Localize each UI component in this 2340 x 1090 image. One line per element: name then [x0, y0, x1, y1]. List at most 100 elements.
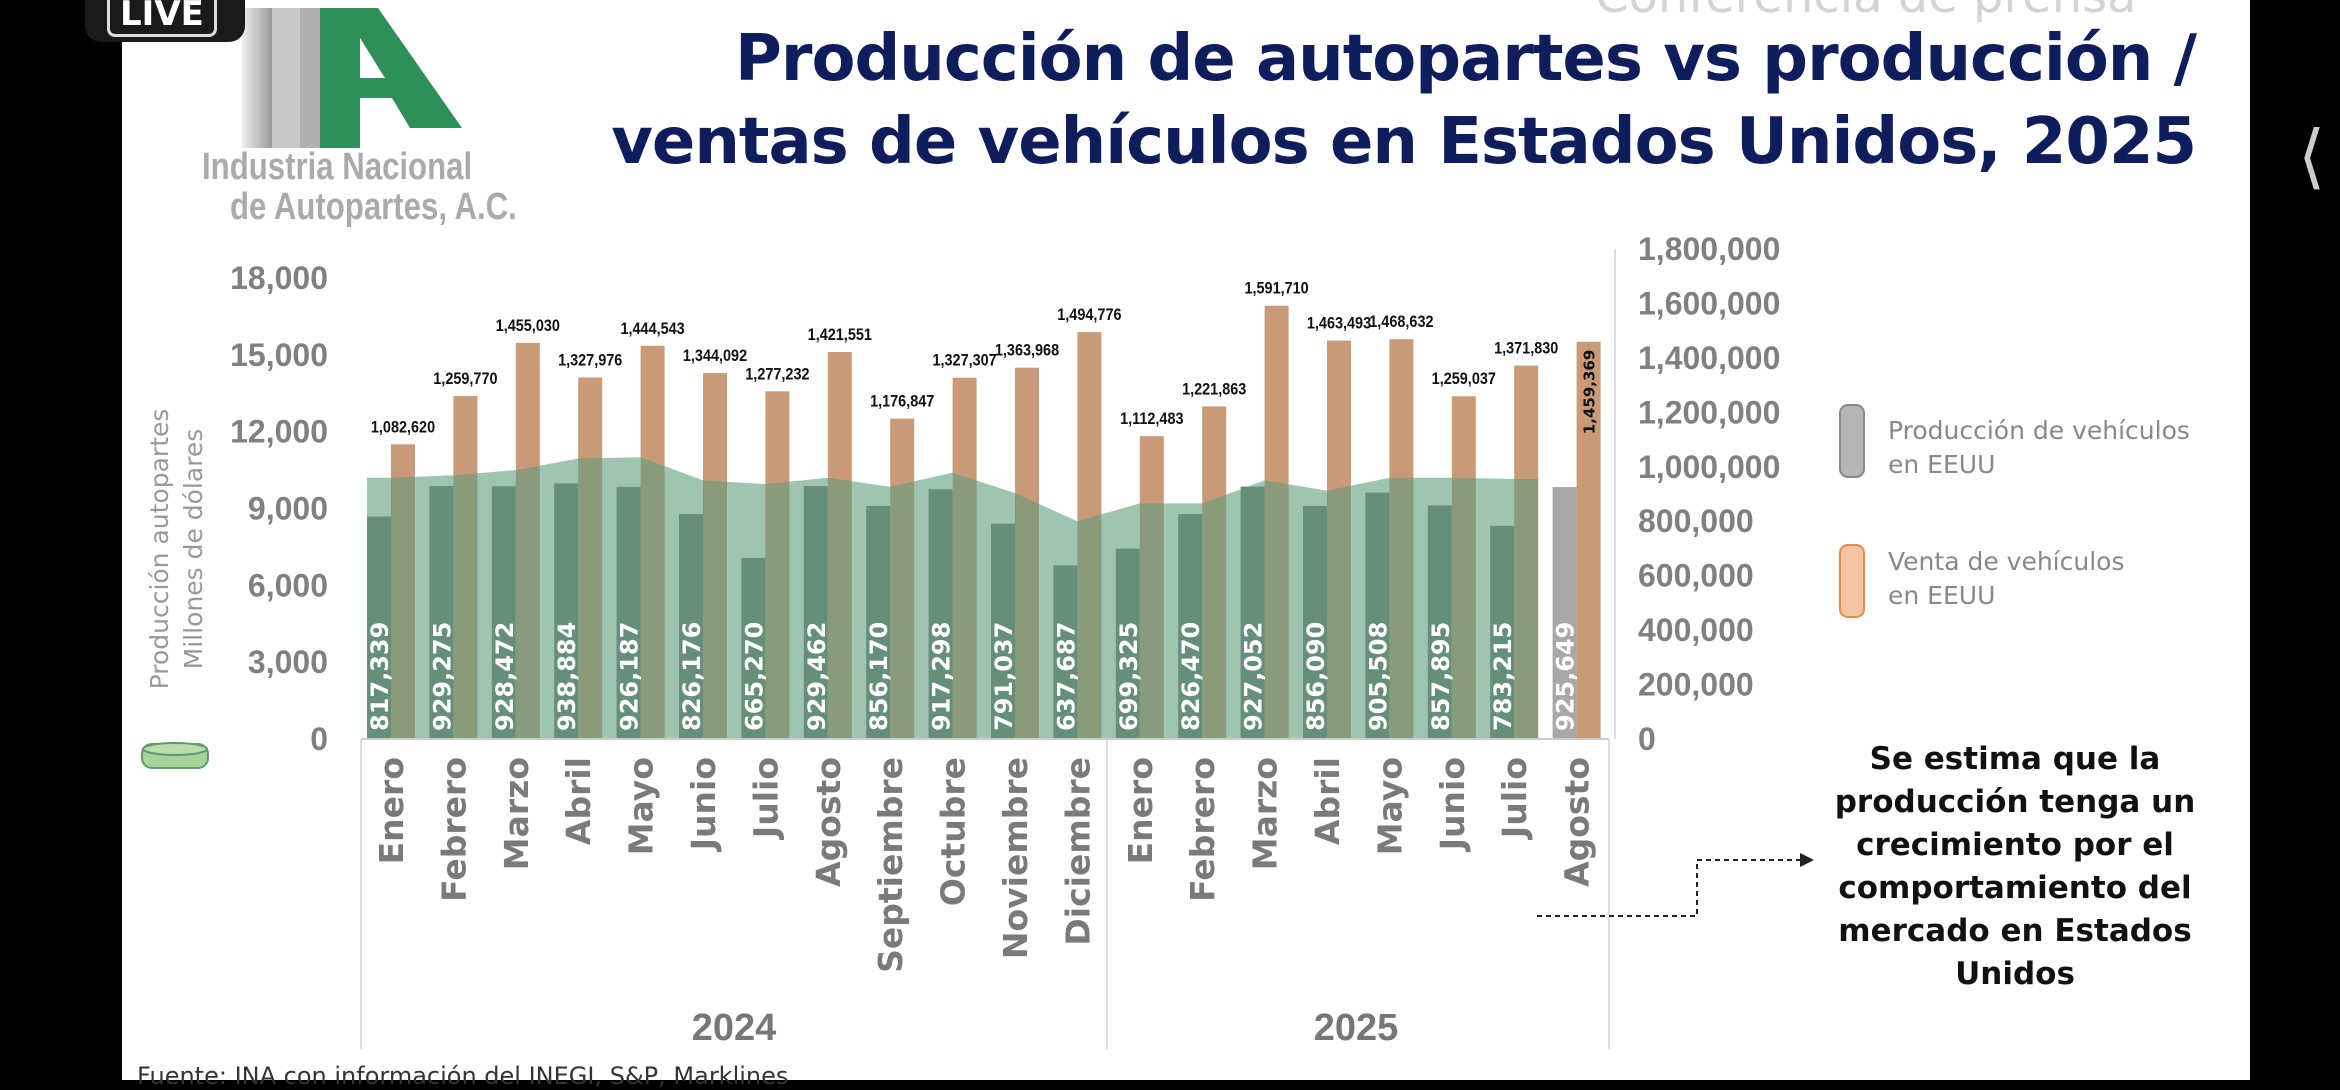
right-axis-tick: 0 — [1638, 721, 1656, 757]
production-bar-label: 857,895 — [1427, 622, 1455, 731]
logo-text-line1: Industria Nacional — [202, 146, 473, 188]
category-label: Noviembre — [996, 757, 1035, 959]
production-bar — [1552, 487, 1577, 739]
sales-bar-label: 1,327,976 — [558, 351, 622, 369]
production-bar-label: 665,270 — [740, 622, 768, 731]
sales-bar-label: 1,468,632 — [1369, 313, 1433, 331]
right-axis-tick: 1,400,000 — [1638, 340, 1780, 376]
production-bar-label: 929,462 — [803, 622, 831, 731]
category-label: Abril — [559, 757, 598, 845]
category-label: Junio — [1433, 757, 1472, 852]
sales-bar-label: 1,463,493 — [1307, 315, 1371, 333]
category-label: Mayo — [1370, 757, 1409, 855]
left-axis-tick: 18,000 — [230, 260, 328, 296]
production-bar-label: 783,215 — [1489, 622, 1517, 731]
production-bar-label: 926,187 — [616, 622, 644, 731]
production-bar-label: 699,325 — [1115, 622, 1143, 731]
estimate-note: Se estima que la producción tenga un cre… — [1834, 741, 2196, 992]
production-bar-label: 917,298 — [928, 622, 956, 731]
left-axis-tick: 15,000 — [230, 337, 328, 373]
right-axis-tick: 1,200,000 — [1638, 394, 1780, 430]
year-label: 2025 — [1314, 1007, 1399, 1049]
production-bar-label: 791,037 — [990, 622, 1018, 731]
live-badge: LIVE — [85, 0, 245, 42]
ina-logo: Industria Nacional de Autopartes, A.C. — [200, 8, 530, 228]
sales-bar — [1576, 341, 1601, 739]
category-label: Marzo — [497, 757, 536, 870]
autoparts-area — [367, 457, 1539, 739]
right-axis-tick: 800,000 — [1638, 503, 1754, 539]
category-label: Mayo — [622, 757, 661, 855]
sales-bar-label: 1,259,037 — [1432, 370, 1496, 388]
arrow-head-icon — [1800, 853, 1814, 867]
production-bar-label: 637,687 — [1052, 622, 1080, 731]
sales-bar-label: 1,344,092 — [683, 347, 747, 365]
production-bar-label: 817,339 — [366, 622, 394, 731]
legend-label-sales: Venta de vehículos en EEUU — [1888, 545, 2124, 613]
sales-bar-label: 1,371,830 — [1494, 340, 1558, 358]
source-footnote: Fuente: INA con información del INEGI, S… — [137, 1062, 789, 1090]
production-bar-label: 929,275 — [428, 622, 456, 731]
sales-bar-label: 1,363,968 — [995, 342, 1059, 360]
production-bar-label: 856,090 — [1302, 622, 1330, 731]
right-axis-tick: 200,000 — [1638, 667, 1754, 703]
green-cylinder-top — [142, 742, 208, 756]
category-label: Febrero — [434, 757, 473, 902]
category-label: Febrero — [1183, 757, 1222, 902]
production-bar-label: 925,649 — [1552, 622, 1580, 731]
category-label: Junio — [684, 757, 723, 852]
legend-line: en EEUU — [1888, 450, 1996, 479]
left-axis-tick: 3,000 — [248, 644, 328, 680]
ina-logo-mark — [242, 8, 462, 148]
left-axis-tick: 12,000 — [230, 414, 328, 450]
production-bar-label: 928,472 — [491, 622, 519, 731]
sales-bar-label: 1,327,307 — [932, 352, 996, 370]
category-label: Septiembre — [871, 757, 910, 973]
sales-bar-label: 1,494,776 — [1057, 306, 1121, 324]
sales-bar-label: 1,259,770 — [433, 370, 497, 388]
category-label: Agosto — [809, 757, 848, 887]
category-label: Enero — [1121, 757, 1160, 864]
category-label: Marzo — [1246, 757, 1285, 870]
left-axis-tick: 0 — [310, 721, 328, 757]
right-axis-tick: 600,000 — [1638, 558, 1754, 594]
sales-bar-label: 1,455,030 — [496, 317, 560, 335]
title-line-1: Producción de autopartes vs producción / — [735, 22, 2197, 96]
slide-subtitle: Conferencia de prensa — [1595, 0, 2137, 24]
category-label: Julio — [1495, 757, 1534, 840]
slide-title: Producción de autopartes vs producción /… — [611, 18, 2197, 184]
gray-cylinder-icon — [1839, 404, 1865, 478]
right-axis-tick: 1,000,000 — [1638, 449, 1780, 485]
production-bar-label: 856,170 — [865, 622, 893, 731]
sales-bar-label: 1,444,543 — [620, 320, 684, 338]
legend-line: Venta de vehículos — [1888, 547, 2125, 576]
orange-cylinder-icon — [1839, 544, 1865, 618]
sales-bar-label: 1,459,369 — [1581, 350, 1599, 434]
production-bar-label: 938,884 — [553, 622, 581, 731]
sales-bar-label: 1,421,551 — [808, 326, 872, 344]
category-label: Agosto — [1558, 757, 1597, 887]
sales-bar-label: 1,277,232 — [745, 365, 809, 383]
legend-line: en EEUU — [1888, 581, 1996, 610]
sales-bar-label: 1,082,620 — [371, 418, 435, 436]
left-axis-tick: 9,000 — [248, 491, 328, 527]
left-axis-tick: 6,000 — [248, 567, 328, 603]
legend-line: Producción de vehículos — [1888, 416, 2190, 445]
production-bar-label: 826,470 — [1177, 622, 1205, 731]
left-axis-subtitle: Millones de dólares — [179, 429, 208, 670]
production-bar-label: 905,508 — [1364, 622, 1392, 731]
left-axis-title: Producción autopartes — [145, 409, 174, 690]
right-axis-tick: 1,600,000 — [1638, 285, 1780, 321]
legend-label-production: Producción de vehículos en EEUU — [1888, 414, 2190, 482]
logo-text-line2: de Autopartes, A.C. — [230, 186, 517, 228]
year-label: 2024 — [692, 1007, 777, 1049]
category-label: Enero — [372, 757, 411, 864]
chevron-left-icon[interactable]: ⟨ — [2298, 115, 2326, 197]
category-label: Diciembre — [1058, 757, 1097, 946]
title-line-2: ventas de vehículos en Estados Unidos, 2… — [611, 105, 2197, 179]
sales-bar-label: 1,591,710 — [1244, 280, 1308, 298]
category-label: Abril — [1308, 757, 1347, 845]
right-axis-tick: 1,800,000 — [1638, 231, 1780, 267]
sales-bar-label: 1,112,483 — [1120, 410, 1184, 428]
